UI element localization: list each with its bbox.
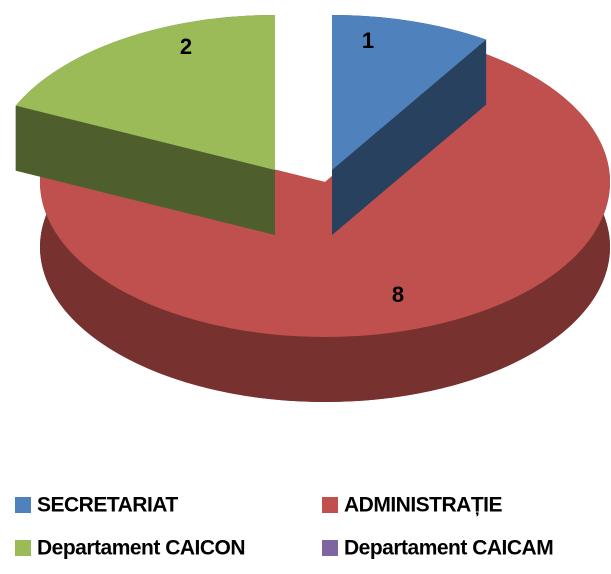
data-label: 8 [392, 282, 404, 307]
legend-swatch [322, 540, 338, 556]
pie-slice [15, 15, 275, 170]
data-label: 1 [362, 28, 374, 53]
pie-slice [39, 51, 611, 337]
slice-edge [332, 39, 487, 236]
legend-label: ADMINISTRAȚIE [344, 494, 502, 517]
legend-label: Departament CAICON [37, 537, 245, 560]
legend-swatch [15, 497, 31, 513]
data-label: 2 [180, 34, 192, 59]
legend-swatch [15, 540, 31, 556]
pie-slice [332, 15, 487, 170]
legend-swatch [322, 497, 338, 513]
legend-label: SECRETARIAT [37, 494, 178, 517]
slice-edge [15, 105, 275, 235]
legend-label: Departament CAICAM [344, 537, 553, 560]
legend: SECRETARIAT ADMINISTRAȚIE Departament CAIC… [15, 494, 554, 560]
pie: 8 2 1 [15, 15, 611, 402]
